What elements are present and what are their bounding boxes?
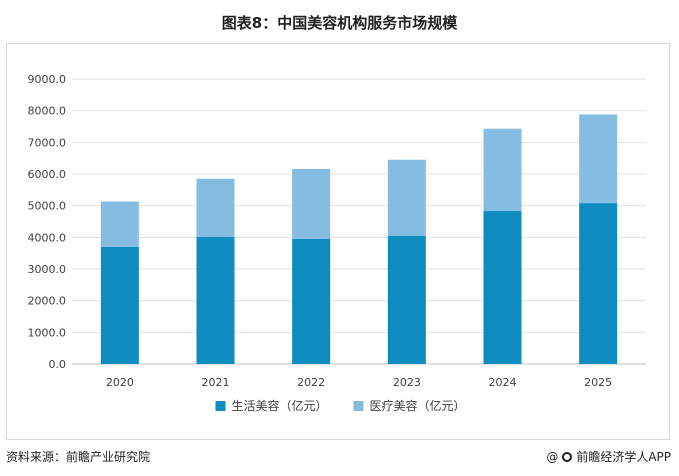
x-tick-label: 2025	[584, 376, 612, 389]
legend-label-medical-beauty: 医疗美容（亿元）	[370, 398, 466, 413]
y-tick-label: 1000.0	[28, 326, 67, 339]
bar-segment-life-beauty	[483, 211, 522, 364]
bar-segment-life-beauty	[387, 235, 426, 364]
bar-segment-medical-beauty	[483, 128, 522, 212]
chart-frame	[6, 43, 670, 440]
bar-segment-life-beauty	[579, 203, 618, 364]
x-tick-label: 2023	[393, 376, 421, 389]
y-tick-label: 4000.0	[28, 231, 67, 244]
y-tick-label: 8000.0	[28, 105, 67, 118]
y-tick-label: 0.0	[49, 358, 67, 371]
publisher-credit: @ 前瞻经济学人APP	[546, 448, 671, 465]
bar-segment-medical-beauty	[292, 168, 331, 239]
publisher-name: 前瞻经济学人APP	[576, 450, 671, 464]
bar-segment-life-beauty	[196, 237, 235, 364]
legend-label-life-beauty: 生活美容（亿元）	[232, 398, 328, 413]
bar-segment-medical-beauty	[100, 201, 139, 247]
bar-segment-medical-beauty	[579, 114, 618, 204]
brand-logo-icon	[562, 451, 573, 462]
bar-segment-medical-beauty	[387, 159, 426, 236]
y-tick-label: 3000.0	[28, 263, 67, 276]
bar-segment-medical-beauty	[196, 178, 235, 238]
y-tick-label: 2000.0	[28, 295, 67, 308]
x-tick-label: 2024	[489, 376, 517, 389]
x-tick-label: 2022	[297, 376, 325, 389]
y-tick-label: 9000.0	[28, 73, 67, 86]
x-tick-label: 2020	[106, 376, 134, 389]
at-sign: @	[546, 449, 559, 464]
legend-swatch-life-beauty	[215, 401, 226, 411]
bar-segment-life-beauty	[292, 238, 331, 364]
chart-title: 图表8：中国美容机构服务市场规模	[221, 14, 458, 32]
y-tick-label: 5000.0	[28, 200, 67, 213]
legend-swatch-medical-beauty	[353, 401, 364, 411]
x-tick-label: 2021	[202, 376, 230, 389]
y-tick-label: 7000.0	[28, 136, 67, 149]
source-note: 资料来源：前瞻产业研究院	[6, 450, 151, 464]
bar-segment-life-beauty	[100, 246, 139, 364]
y-tick-label: 6000.0	[28, 168, 67, 181]
